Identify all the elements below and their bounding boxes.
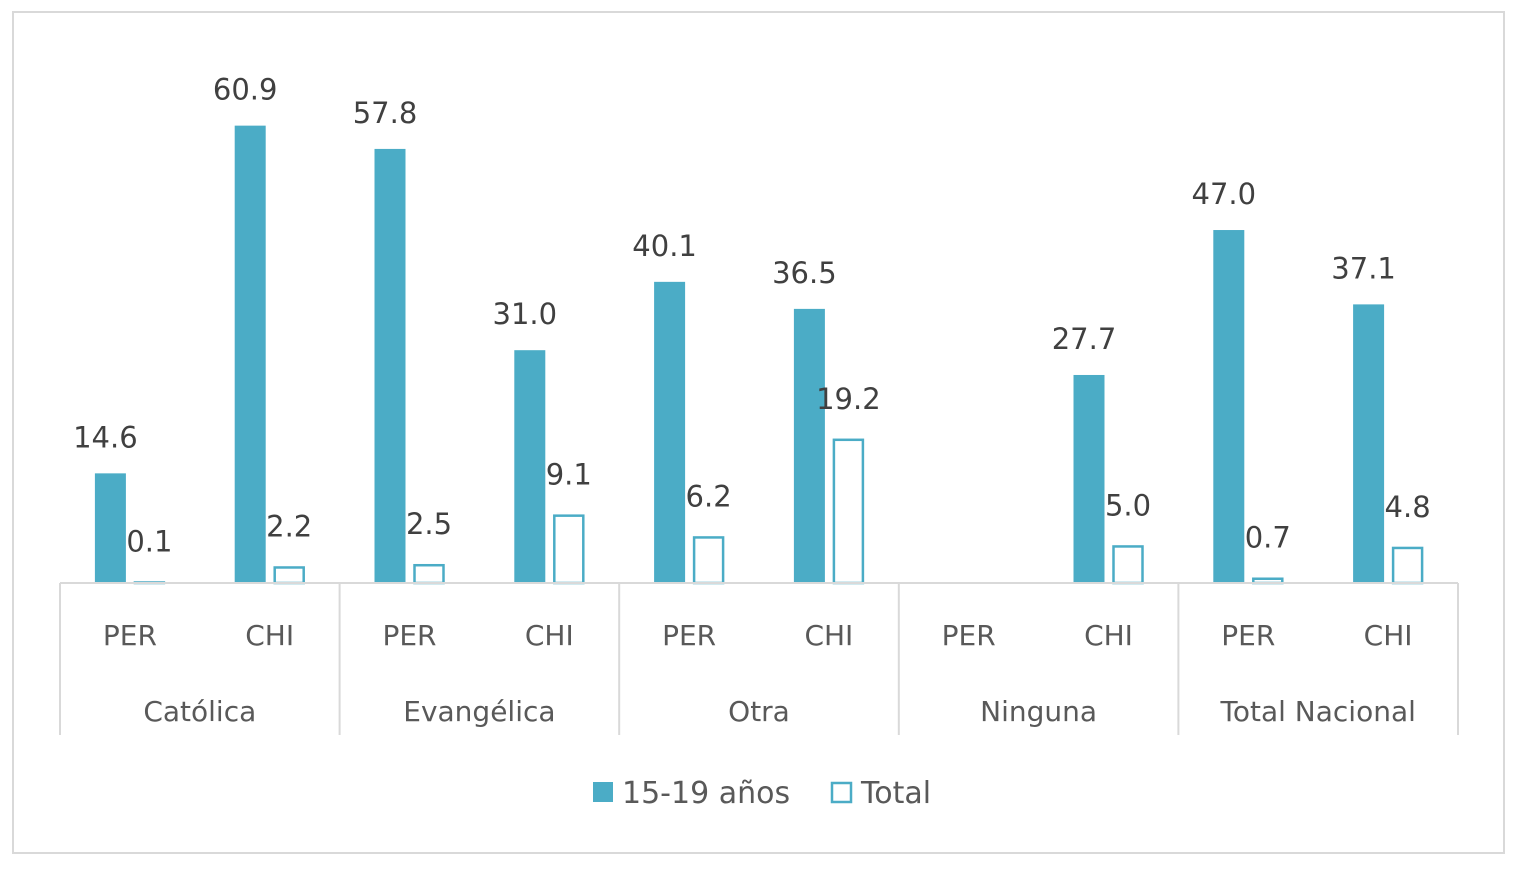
tick-label-group-2: Otra [728, 695, 790, 728]
tick-label-sub-7: CHI [1084, 619, 1133, 652]
legend-label-total: Total [860, 776, 931, 811]
tick-label-sub-5: CHI [804, 619, 853, 652]
data-label-total-2: 2.5 [406, 507, 452, 541]
tick-label-sub-4: PER [662, 619, 716, 652]
data-label-15-19-4: 40.1 [632, 229, 697, 263]
bar-15-19-2 [374, 148, 406, 583]
bar-total-7 [1112, 545, 1144, 585]
data-labels-layer: 14.6 0.1 60.9 2.2 57.8 2.5 31.0 9.1 40.1 6.2 36.5 1… [73, 73, 1431, 559]
tick-label-sub-6: PER [942, 619, 996, 652]
bar-15-19-0 [94, 473, 126, 583]
data-label-15-19-9: 37.1 [1331, 251, 1396, 285]
legend: 15-19 años Total [593, 776, 931, 811]
data-label-15-19-8: 47.0 [1192, 177, 1257, 211]
tick-label-group-3: Ninguna [980, 695, 1097, 728]
data-label-15-19-0: 14.6 [73, 420, 138, 454]
tick-label-sub-8: PER [1221, 619, 1275, 652]
data-label-total-3: 9.1 [546, 458, 592, 492]
bar-total-9 [1391, 546, 1424, 585]
data-label-15-19-5: 36.5 [772, 256, 837, 290]
data-label-total-1: 2.2 [266, 509, 312, 543]
data-label-15-19-7: 27.7 [1052, 322, 1117, 356]
x-axis: PER CHI PER CHI PER CHI PER CHI PER CHI Católica Ev… [59, 582, 1459, 735]
bar-total-5 [832, 438, 865, 585]
tick-label-sub-3: CHI [525, 619, 574, 652]
tick-label-group-4: Total Nacional [1220, 695, 1416, 728]
data-label-15-19-2: 57.8 [353, 96, 418, 130]
bar-15-19-1 [234, 125, 266, 584]
bar-15-19-8 [1213, 230, 1245, 583]
bar-total-1 [273, 566, 305, 585]
tick-label-sub-9: CHI [1364, 619, 1413, 652]
data-label-total-4: 6.2 [686, 479, 732, 513]
bar-total-2 [413, 563, 445, 585]
tick-label-sub-0: PER [103, 619, 157, 652]
bar-15-19-9 [1353, 304, 1385, 583]
data-label-15-19-3: 31.0 [493, 297, 558, 331]
tick-label-group-1: Evangélica [403, 695, 555, 728]
bar-15-19-5 [793, 308, 825, 583]
legend-swatch-total [830, 781, 853, 804]
bar-total-3 [553, 514, 585, 585]
data-label-15-19-1: 60.9 [213, 73, 278, 107]
data-label-total-8: 0.7 [1245, 521, 1291, 555]
data-label-total-5: 19.2 [816, 382, 881, 416]
data-label-total-7: 5.0 [1105, 488, 1151, 522]
bar-15-19-4 [654, 281, 686, 583]
bar-total-4 [692, 536, 725, 585]
legend-swatch-15-19 [593, 782, 613, 802]
bars-layer [94, 125, 1424, 585]
legend-label-15-19: 15-19 años [622, 776, 790, 811]
tick-label-group-0: Católica [143, 695, 256, 728]
bar-15-19-3 [514, 350, 546, 583]
bar-15-19-7 [1073, 374, 1105, 583]
tick-label-sub-2: PER [382, 619, 436, 652]
tick-label-sub-1: CHI [245, 619, 294, 652]
data-label-total-9: 4.8 [1385, 490, 1431, 524]
data-label-total-0: 0.1 [126, 525, 172, 559]
